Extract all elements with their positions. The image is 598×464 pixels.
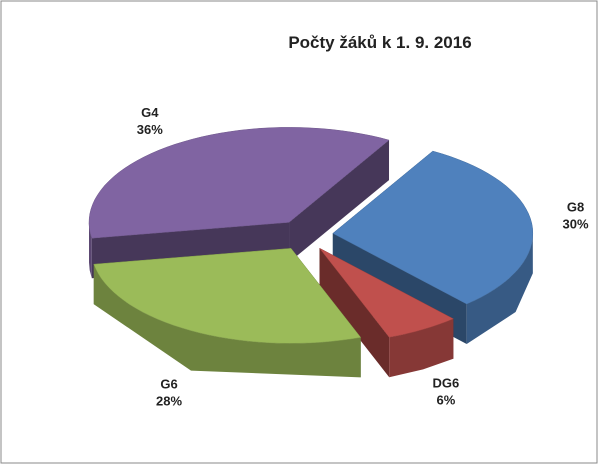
data-label-name: G6 xyxy=(160,377,177,392)
data-label-name: DG6 xyxy=(433,375,460,390)
data-label: 36% xyxy=(137,122,163,137)
slice-side xyxy=(319,248,390,378)
slice-wall xyxy=(389,318,454,378)
chart-title: Počty žáků k 1. 9. 2016 xyxy=(288,33,471,52)
data-label-name: G4 xyxy=(141,105,159,120)
data-label: 6% xyxy=(437,392,456,407)
slice xyxy=(319,247,454,338)
data-label: 30% xyxy=(562,216,588,231)
slice xyxy=(93,248,362,344)
slice-side xyxy=(289,140,390,263)
slice-wall xyxy=(93,264,361,378)
data-label-name: G8 xyxy=(567,199,584,214)
slice xyxy=(332,150,534,305)
slice xyxy=(88,127,390,239)
data-label: 28% xyxy=(156,394,182,409)
slice-wall xyxy=(466,233,533,344)
